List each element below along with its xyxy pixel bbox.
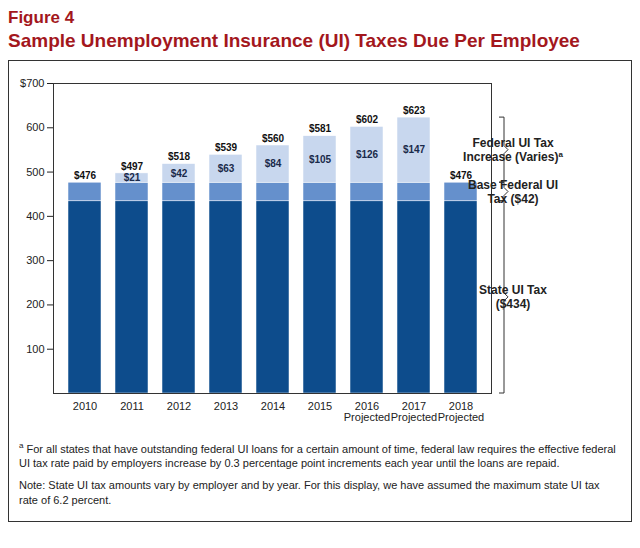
svg-text:100: 100 (26, 343, 44, 355)
svg-text:$539: $539 (215, 142, 238, 153)
svg-text:2010: 2010 (73, 400, 97, 412)
svg-text:$518: $518 (168, 151, 191, 162)
html-text:Figure 4: Figure 4 (8, 8, 75, 27)
html-text:aFor all states that have outs: aFor all states that have outstanding fe… (19, 441, 616, 469)
svg-text:2013: 2013 (214, 400, 238, 412)
svg-text:$497: $497 (121, 161, 144, 172)
svg-text:600: 600 (26, 121, 44, 133)
svg-text:$581: $581 (309, 123, 332, 134)
svg-text:$476: $476 (449, 169, 473, 181)
svg-text:Federal UI TaxIncrease (Varies: Federal UI TaxIncrease (Varies)a (463, 136, 563, 164)
svg-text:$476: $476 (74, 170, 97, 181)
svg-text:400: 400 (26, 210, 44, 222)
svg-text:2017Projected: 2017Projected (391, 400, 437, 423)
svg-text:2016Projected: 2016Projected (344, 400, 390, 423)
svg-text:$105: $105 (309, 154, 332, 165)
svg-text:$126: $126 (356, 149, 379, 160)
svg-text:$602: $602 (356, 114, 379, 125)
svg-text:$84: $84 (265, 158, 282, 169)
svg-text:Base Federal UITax ($42): Base Federal UITax ($42) (468, 178, 558, 206)
svg-text:2018Projected: 2018Projected (438, 400, 484, 423)
html-text:Sample Unemployment Insurance: Sample Unemployment Insurance (UI) Taxes… (8, 30, 580, 51)
svg-text:$63: $63 (218, 163, 235, 174)
svg-text:$147: $147 (403, 144, 426, 155)
svg-text:$700: $700 (20, 77, 44, 89)
svg-text:2014: 2014 (261, 400, 285, 412)
svg-text:$42: $42 (171, 168, 188, 179)
svg-text:$560: $560 (262, 133, 285, 144)
svg-text:300: 300 (26, 254, 44, 266)
svg-text:500: 500 (26, 166, 44, 178)
svg-text:200: 200 (26, 298, 44, 310)
svg-text:$623: $623 (403, 105, 426, 116)
html-text:Note: State UI tax amounts var: Note: State UI tax amounts vary by emplo… (19, 479, 600, 506)
svg-text:State UI Tax($434): State UI Tax($434) (479, 283, 547, 311)
svg-text:$21: $21 (124, 172, 141, 183)
svg-text:2012: 2012 (167, 400, 191, 412)
svg-text:2015: 2015 (308, 400, 332, 412)
svg-text:2011: 2011 (120, 400, 144, 412)
